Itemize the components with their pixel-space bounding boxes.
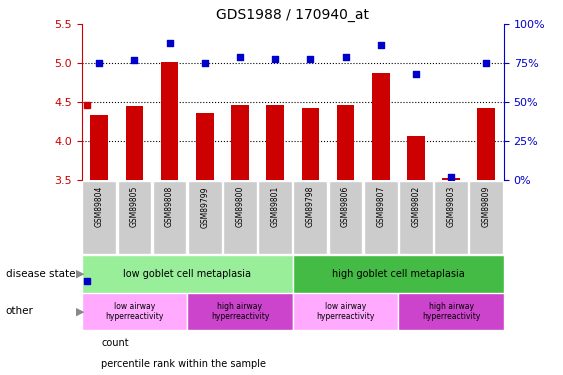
- Bar: [329, 181, 363, 254]
- Text: high goblet cell metaplasia: high goblet cell metaplasia: [332, 269, 464, 279]
- Text: GSM89800: GSM89800: [235, 186, 244, 227]
- Bar: [477, 108, 495, 180]
- Text: GSM89801: GSM89801: [271, 186, 280, 227]
- Text: GSM89805: GSM89805: [130, 186, 139, 227]
- Text: high airway
hyperreactivity: high airway hyperreactivity: [422, 302, 480, 321]
- Point: [130, 57, 139, 63]
- Bar: [258, 181, 292, 254]
- Bar: [82, 292, 187, 330]
- Bar: [399, 181, 433, 254]
- Point: [482, 60, 491, 66]
- Bar: [196, 113, 213, 180]
- Text: GSM89798: GSM89798: [306, 186, 315, 227]
- Text: percentile rank within the sample: percentile rank within the sample: [101, 359, 266, 369]
- Bar: [372, 74, 390, 180]
- Point: [200, 60, 209, 66]
- Text: other: other: [6, 306, 34, 316]
- Point: [412, 71, 421, 77]
- Bar: [266, 105, 284, 180]
- Point: [341, 54, 350, 60]
- Point: [306, 56, 315, 62]
- Bar: [153, 181, 186, 254]
- Bar: [399, 292, 504, 330]
- Text: GSM89808: GSM89808: [165, 186, 174, 227]
- Bar: [82, 255, 293, 292]
- Bar: [302, 108, 319, 180]
- Point: [235, 54, 244, 60]
- Text: low airway
hyperreactivity: low airway hyperreactivity: [105, 302, 164, 321]
- Text: GSM89799: GSM89799: [200, 186, 209, 228]
- Bar: [364, 181, 397, 254]
- Text: GSM89806: GSM89806: [341, 186, 350, 227]
- Bar: [187, 292, 293, 330]
- Point: [446, 174, 455, 180]
- Bar: [443, 178, 460, 180]
- Bar: [91, 116, 108, 180]
- Bar: [407, 136, 425, 180]
- Text: GSM89803: GSM89803: [446, 186, 455, 227]
- Bar: [337, 105, 354, 180]
- Point: [271, 56, 280, 62]
- Title: GDS1988 / 170940_at: GDS1988 / 170940_at: [216, 8, 369, 22]
- Bar: [434, 181, 468, 254]
- Bar: [82, 181, 116, 254]
- Text: count: count: [101, 338, 129, 348]
- Text: ▶: ▶: [76, 306, 84, 316]
- Text: GSM89804: GSM89804: [95, 186, 104, 227]
- Point: [95, 60, 104, 66]
- Text: disease state: disease state: [6, 269, 75, 279]
- Text: GSM89809: GSM89809: [482, 186, 491, 227]
- Text: GSM89802: GSM89802: [412, 186, 421, 227]
- Text: low airway
hyperreactivity: low airway hyperreactivity: [316, 302, 375, 321]
- Bar: [223, 181, 257, 254]
- Text: ▶: ▶: [76, 269, 84, 279]
- Bar: [118, 181, 151, 254]
- Bar: [231, 105, 249, 180]
- Point: [376, 42, 385, 48]
- Bar: [126, 106, 143, 180]
- Bar: [293, 292, 399, 330]
- Text: high airway
hyperreactivity: high airway hyperreactivity: [211, 302, 269, 321]
- Bar: [470, 181, 503, 254]
- Bar: [161, 62, 178, 180]
- Point: [165, 40, 174, 46]
- Bar: [293, 255, 504, 292]
- Text: GSM89807: GSM89807: [376, 186, 385, 227]
- Bar: [293, 181, 327, 254]
- Bar: [188, 181, 222, 254]
- Text: low goblet cell metaplasia: low goblet cell metaplasia: [123, 269, 251, 279]
